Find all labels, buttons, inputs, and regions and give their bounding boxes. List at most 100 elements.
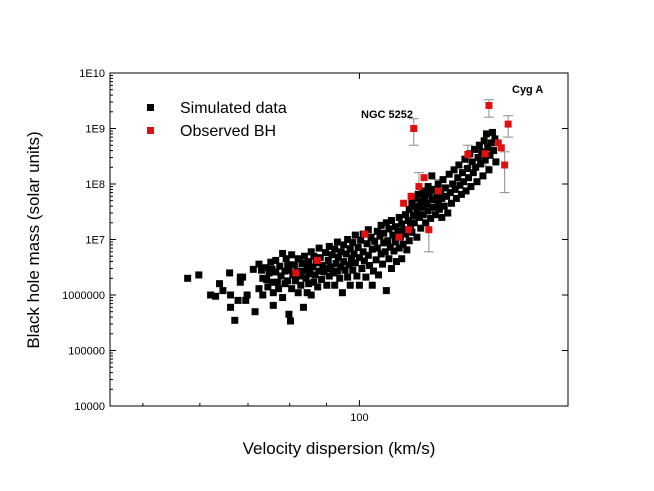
point-simulated (424, 183, 432, 191)
point-observed (497, 144, 505, 152)
point-simulated (243, 291, 251, 299)
point-simulated (276, 262, 284, 270)
point-simulated (380, 229, 388, 237)
point-simulated (333, 238, 341, 246)
point-simulated (332, 259, 340, 267)
point-simulated (415, 213, 423, 221)
point-simulated (255, 260, 263, 268)
point-simulated (303, 264, 311, 272)
point-simulated (472, 163, 480, 171)
point-simulated (311, 271, 319, 279)
point-simulated (468, 158, 476, 166)
point-simulated (449, 180, 457, 188)
point-simulated (479, 172, 487, 180)
y-tick-label: 1E8 (85, 179, 105, 191)
point-simulated (401, 211, 409, 219)
point-simulated (369, 267, 377, 275)
point-simulated (261, 264, 269, 272)
point-simulated (226, 269, 234, 277)
point-simulated (272, 256, 280, 264)
point-simulated (207, 291, 215, 299)
point-simulated (331, 245, 339, 253)
point-simulated (438, 213, 446, 221)
point-simulated (310, 278, 318, 286)
point-simulated (310, 252, 318, 260)
point-simulated (422, 219, 430, 227)
point-simulated (451, 185, 459, 193)
point-simulated (323, 281, 331, 289)
point-simulated (277, 272, 285, 280)
point-simulated (227, 291, 235, 299)
point-simulated (419, 211, 427, 219)
point-observed (313, 256, 321, 264)
point-simulated (395, 213, 403, 221)
legend-marker-observed (147, 127, 154, 134)
point-simulated (284, 277, 292, 285)
point-simulated (428, 196, 436, 204)
point-simulated (434, 199, 442, 207)
point-simulated (462, 187, 470, 195)
point-simulated (460, 178, 468, 186)
point-simulated (464, 174, 472, 182)
point-simulated (398, 220, 406, 228)
point-simulated (410, 219, 418, 227)
point-simulated (249, 265, 257, 273)
point-simulated (273, 278, 281, 286)
point-observed (400, 199, 408, 207)
x-axis-title: Velocity dispersion (km/s) (243, 439, 436, 458)
point-simulated (285, 266, 293, 274)
point-simulated (325, 242, 333, 250)
point-simulated (264, 283, 272, 291)
point-simulated (345, 261, 353, 269)
point-simulated (434, 180, 442, 188)
point-simulated (377, 221, 385, 229)
x-tick-labels: 100 (350, 412, 368, 424)
point-simulated (381, 248, 389, 256)
point-observed (501, 161, 509, 169)
point-simulated (342, 250, 350, 258)
point-simulated (448, 199, 456, 207)
point-simulated (409, 212, 417, 220)
point-simulated (360, 257, 368, 265)
point-simulated (432, 211, 440, 219)
point-simulated (377, 250, 385, 258)
point-simulated (387, 216, 395, 224)
point-simulated (423, 200, 431, 208)
point-simulated (366, 262, 374, 270)
point-simulated (296, 272, 304, 280)
point-simulated (428, 172, 436, 180)
point-simulated (473, 178, 481, 186)
point-simulated (425, 189, 433, 197)
point-simulated (234, 296, 242, 304)
point-simulated (299, 267, 307, 275)
point-simulated (263, 276, 271, 284)
point-simulated (487, 139, 495, 147)
point-observed (425, 226, 433, 234)
point-simulated (265, 269, 273, 277)
point-simulated (251, 308, 259, 316)
point-simulated (386, 243, 394, 251)
point-simulated (373, 227, 381, 235)
point-simulated (324, 256, 332, 264)
point-simulated (259, 274, 267, 282)
point-simulated (376, 232, 384, 240)
point-simulated (349, 239, 357, 247)
point-simulated (480, 137, 488, 145)
point-simulated (482, 130, 490, 138)
y-tick-label: 1000000 (62, 290, 105, 302)
point-simulated (458, 169, 466, 177)
annotation-cyg-a: Cyg A (512, 84, 543, 96)
point-simulated (340, 258, 348, 266)
point-simulated (387, 265, 395, 273)
point-simulated (492, 158, 500, 166)
point-simulated (373, 244, 381, 252)
y-tick-label: 1E7 (85, 235, 105, 247)
point-simulated (353, 272, 361, 280)
point-simulated (219, 287, 227, 295)
point-simulated (463, 165, 471, 173)
point-simulated (357, 236, 365, 244)
point-simulated (399, 240, 407, 248)
series-observed-bh (292, 101, 512, 277)
point-observed (405, 226, 413, 234)
point-simulated (385, 225, 393, 233)
